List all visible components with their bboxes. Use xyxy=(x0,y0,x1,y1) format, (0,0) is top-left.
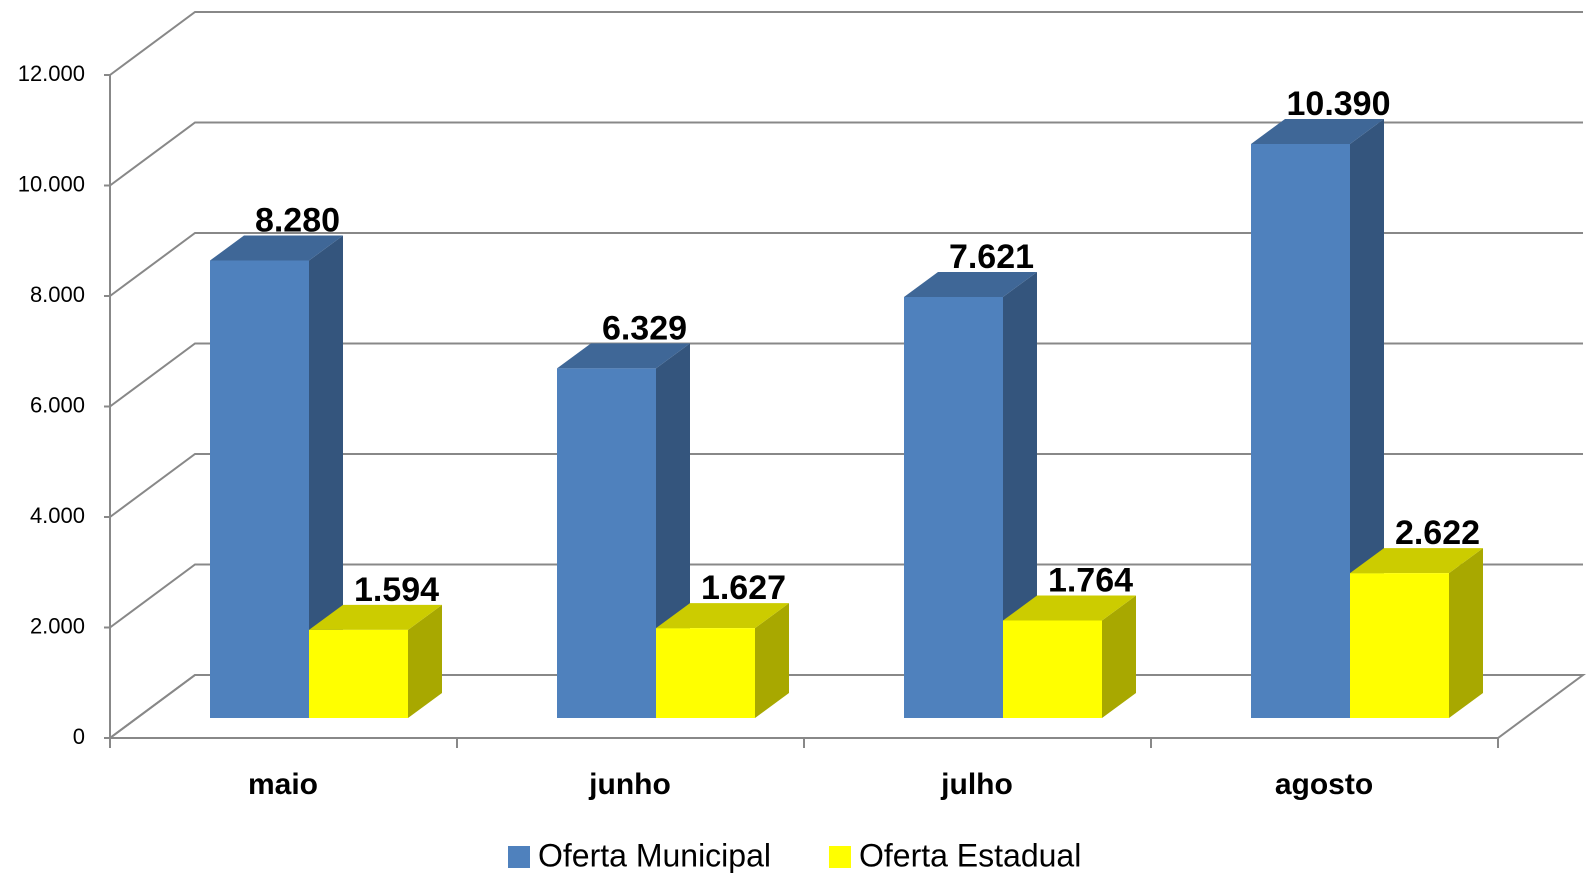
bar-top xyxy=(904,271,1037,297)
bar-top xyxy=(1003,595,1136,621)
value-label: 1.627 xyxy=(701,569,786,607)
bar-top xyxy=(1251,118,1384,144)
grid-line xyxy=(109,453,1583,518)
y-tick-label: 2.000 xyxy=(30,613,85,638)
bar-top xyxy=(210,235,343,261)
bar-front xyxy=(1350,573,1449,718)
bar xyxy=(656,603,789,718)
bar-top xyxy=(557,343,690,369)
x-tick-label: agosto xyxy=(1275,768,1373,801)
bar-front xyxy=(904,296,1003,718)
bar-top xyxy=(1350,548,1483,574)
x-tick-label: maio xyxy=(248,768,318,801)
bar-side xyxy=(755,603,789,718)
bar xyxy=(210,235,343,718)
value-label: 10.390 xyxy=(1287,85,1391,123)
bar-front xyxy=(1003,620,1102,718)
bar-front xyxy=(210,260,309,718)
value-label: 6.329 xyxy=(602,309,687,347)
y-tick-label: 8.000 xyxy=(30,282,85,307)
y-tick-label: 0 xyxy=(73,724,85,749)
bar xyxy=(1350,548,1483,718)
bar-front xyxy=(1251,143,1350,718)
bar-top xyxy=(309,604,442,630)
value-label: 8.280 xyxy=(255,202,340,240)
y-tick-label: 6.000 xyxy=(30,392,85,417)
grid-line xyxy=(109,232,1583,297)
legend-swatch xyxy=(828,846,851,868)
grid-line xyxy=(109,563,1583,629)
bar-side xyxy=(408,604,442,718)
bar-top xyxy=(656,603,789,629)
grid-line xyxy=(109,121,1583,187)
bar xyxy=(1003,595,1136,718)
legend-swatch xyxy=(508,846,530,868)
legend-label: Oferta Municipal xyxy=(538,837,771,873)
y-tick-label: 12.000 xyxy=(18,61,85,86)
x-tick-label: junho xyxy=(588,768,671,801)
bar-front xyxy=(557,368,656,718)
y-tick-label: 10.000 xyxy=(18,171,85,196)
bar xyxy=(309,604,442,718)
grid-line xyxy=(109,11,1583,76)
value-label: 1.594 xyxy=(354,571,439,609)
bar-side xyxy=(1102,595,1136,718)
value-label: 7.621 xyxy=(949,238,1034,276)
value-label: 1.764 xyxy=(1048,562,1133,600)
bar-side xyxy=(309,235,343,718)
grid-line xyxy=(109,342,1583,408)
legend-label: Oferta Estadual xyxy=(859,837,1081,873)
value-label: 2.622 xyxy=(1395,514,1480,552)
x-tick-label: julho xyxy=(940,768,1013,801)
bar-front xyxy=(656,628,755,718)
bar-front xyxy=(309,629,408,718)
bar-side xyxy=(1449,548,1483,718)
y-tick-label: 4.000 xyxy=(30,503,85,528)
